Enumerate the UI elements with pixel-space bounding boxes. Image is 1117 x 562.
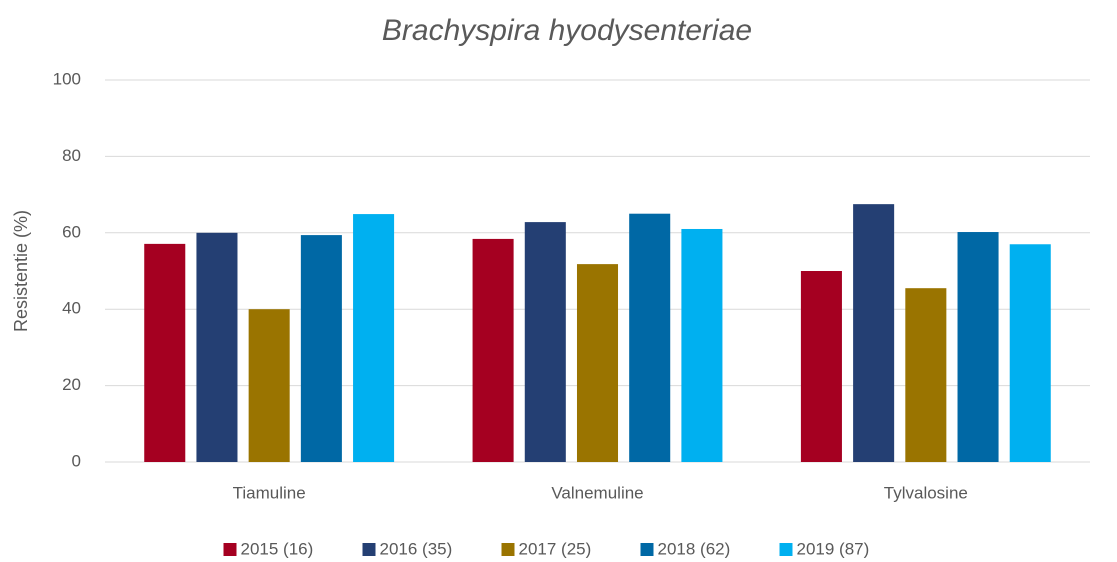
bar	[524, 222, 566, 462]
x-tick-label: Tylvalosine	[884, 483, 968, 502]
bar	[800, 271, 842, 462]
bar	[472, 238, 514, 462]
bar	[300, 235, 342, 462]
y-axis-label: Resistentie (%)	[11, 210, 31, 332]
y-tick-label: 100	[53, 69, 81, 88]
x-tick-label: Tiamuline	[233, 483, 306, 502]
y-tick-label: 80	[62, 146, 81, 165]
legend-swatch	[223, 543, 237, 556]
bar	[853, 204, 895, 462]
bar	[629, 213, 671, 462]
bar	[681, 228, 723, 462]
bar	[957, 232, 999, 462]
y-tick-label: 0	[72, 451, 81, 470]
legend-label: 2019 (87)	[797, 539, 870, 558]
legend-label: 2018 (62)	[658, 539, 731, 558]
chart-title: Brachyspira hyodysenteriae	[382, 14, 752, 47]
legend-swatch	[779, 543, 793, 556]
bar	[196, 232, 238, 462]
bar	[353, 214, 395, 462]
bar	[576, 264, 619, 462]
bar	[144, 243, 186, 462]
bar	[248, 309, 290, 462]
y-tick-label: 40	[62, 299, 81, 318]
legend-label: 2016 (35)	[380, 539, 453, 558]
legend-swatch	[501, 543, 515, 556]
bar	[905, 288, 947, 462]
legend-swatch	[640, 543, 654, 556]
y-tick-label: 60	[62, 222, 81, 241]
legend-label: 2015 (16)	[241, 539, 314, 558]
y-tick-label: 20	[62, 375, 81, 394]
x-tick-label: Valnemuline	[551, 483, 643, 502]
legend-label: 2017 (25)	[519, 539, 592, 558]
bar	[1009, 244, 1051, 462]
legend-swatch	[362, 543, 376, 556]
